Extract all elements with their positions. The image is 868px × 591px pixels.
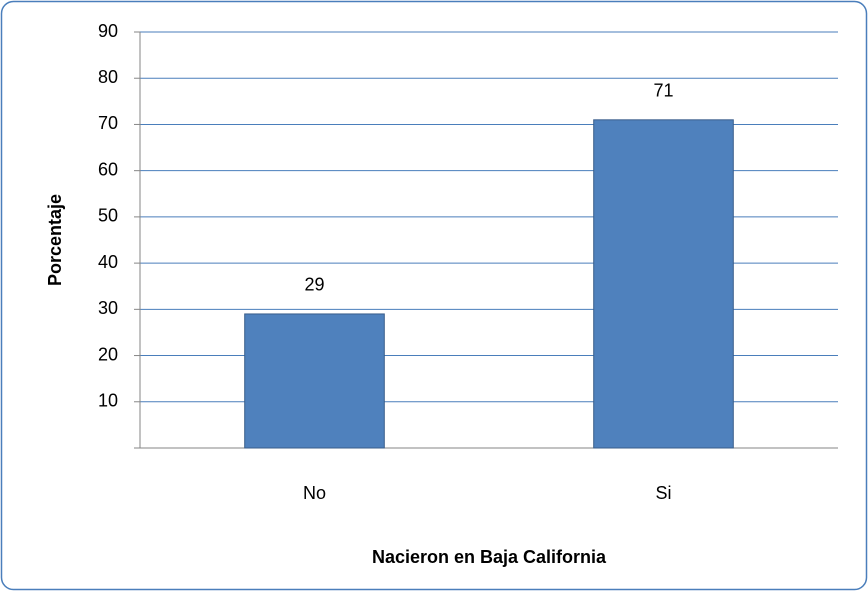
y-tick-label: 20 <box>98 344 118 364</box>
x-tick-label: No <box>303 483 326 503</box>
y-axis-title: Porcentaje <box>45 194 65 286</box>
y-tick-label: 60 <box>98 159 118 179</box>
x-tick-label: Si <box>655 483 671 503</box>
y-tick-label: 50 <box>98 206 118 226</box>
data-label: 71 <box>653 81 673 101</box>
bar <box>244 313 385 449</box>
y-tick-label: 40 <box>98 252 118 272</box>
data-label: 29 <box>304 275 324 295</box>
y-tick-label: 80 <box>98 67 118 87</box>
y-tick-label: 90 <box>98 21 118 41</box>
y-tick-label: 30 <box>98 298 118 318</box>
y-tick-label: 10 <box>98 391 118 411</box>
y-tick-label: 70 <box>98 113 118 133</box>
x-axis-title: Nacieron en Baja California <box>372 547 607 567</box>
bar <box>593 119 734 449</box>
